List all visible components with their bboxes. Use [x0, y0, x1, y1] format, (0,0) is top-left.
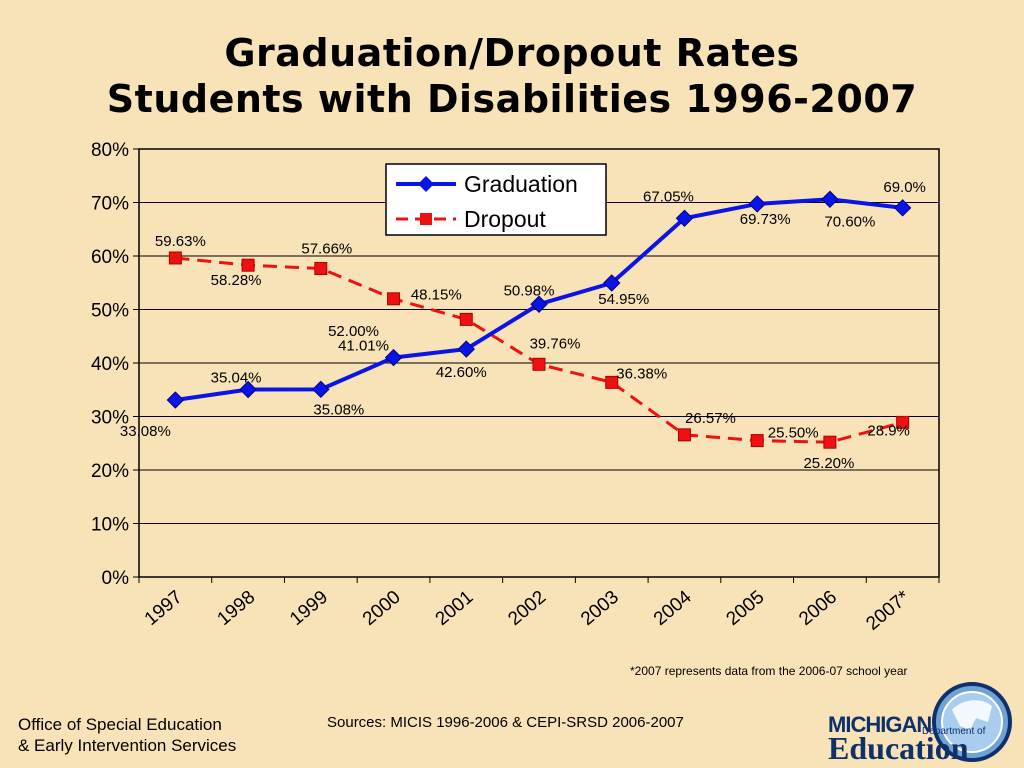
x-tick-label: 1997 [141, 587, 187, 630]
graduation-data-label: 42.60% [436, 364, 487, 381]
dropout-point [314, 262, 328, 276]
x-tick-label: 2006 [795, 587, 841, 630]
logo-michigan-text: MICHIGAN [828, 712, 932, 737]
x-tick-label: 1999 [286, 587, 332, 630]
dropout-point [387, 292, 401, 306]
legend-dropout-label: Dropout [464, 206, 546, 232]
office-line-2: & Early Intervention Services [18, 736, 237, 755]
y-tick-label: 80% [91, 140, 129, 161]
dropout-point [241, 258, 255, 272]
logo-department-text: Department of [922, 726, 986, 737]
y-tick-label: 50% [91, 301, 129, 322]
x-tick-label: 2005 [723, 587, 769, 630]
graduation-point [239, 380, 257, 399]
graduation-data-label: 35.08% [313, 401, 364, 418]
logo-emblem-icon [932, 682, 1012, 762]
dropout-point [532, 357, 546, 371]
y-tick-label: 60% [91, 247, 129, 268]
dropout-data-label: 36.38% [616, 365, 667, 382]
dropout-data-label: 26.57% [685, 410, 736, 427]
title-line-2: Students with Disabilities 1996-2007 [106, 77, 918, 121]
dropout-data-label: 59.63% [155, 233, 206, 250]
graduation-data-label: 33.08% [120, 423, 171, 440]
x-tick-label: 2004 [650, 586, 696, 630]
logo-education-text: Education [828, 730, 969, 766]
title-line-1: Graduation/Dropout Rates [224, 31, 800, 75]
graduation-point [457, 340, 475, 358]
graduation-point [312, 380, 330, 399]
dropout-data-label: 28.9% [867, 422, 910, 439]
graduation-point [603, 274, 621, 292]
x-tick-label: 2002 [504, 587, 550, 630]
legend-graduation-label: Graduation [464, 171, 578, 197]
y-tick-label: 0% [102, 568, 130, 589]
graduation-point [675, 209, 694, 227]
graduation-data-label: 67.05% [643, 188, 694, 205]
dropout-point [677, 428, 691, 442]
dropout-point [168, 251, 182, 265]
dropout-point [605, 375, 619, 389]
footnote: *2007 represents data from the 2006-07 s… [630, 664, 908, 678]
x-tick-label: 2001 [432, 587, 478, 630]
y-tick-label: 40% [91, 354, 129, 375]
sources-note: Sources: MICIS 1996-2006 & CEPI-SRSD 200… [327, 714, 684, 731]
x-tick-label: 2000 [359, 587, 405, 630]
graduation-data-label: 54.95% [598, 291, 649, 308]
chart-title: Graduation/Dropout Rates Students with D… [0, 30, 1024, 122]
michigan-education-logo: MICHIGAN Department of Education [820, 682, 1016, 766]
dropout-data-label: 48.15% [411, 286, 462, 303]
dropout-data-label: 25.50% [768, 425, 819, 442]
graduation-point [530, 295, 548, 313]
office-name: Office of Special Education & Early Inte… [18, 714, 236, 756]
legend-graduation-marker [418, 176, 434, 192]
graduation-data-label: 70.60% [824, 213, 875, 230]
dropout-point [823, 435, 837, 449]
graduation-data-label: 69.73% [740, 211, 791, 228]
graduation-point [166, 391, 185, 409]
office-line-1: Office of Special Education [18, 715, 222, 734]
dropout-point [459, 312, 473, 326]
y-tick-label: 20% [91, 461, 129, 482]
dropout-point [896, 415, 910, 429]
x-tick-label: 2003 [577, 587, 623, 630]
graduation-data-label: 50.98% [504, 282, 555, 299]
graduation-point [748, 195, 766, 213]
x-tick-label: 2007* [862, 586, 914, 634]
dropout-data-label: 58.28% [211, 272, 262, 289]
y-tick-label: 10% [91, 515, 129, 536]
graduation-point [384, 348, 403, 367]
dropout-data-label: 39.76% [530, 335, 581, 352]
graduation-data-label: 69.0% [883, 179, 926, 196]
graduation-data-label: 35.04% [211, 370, 262, 387]
y-tick-label: 30% [91, 408, 129, 429]
dropout-data-label: 25.20% [803, 455, 854, 472]
dropout-data-label: 52.00% [328, 323, 379, 340]
dropout-data-label: 57.66% [301, 241, 352, 258]
dropout-point [750, 434, 764, 448]
graduation-point [893, 199, 912, 217]
x-tick-label: 1998 [213, 587, 259, 630]
legend-dropout-marker [420, 213, 432, 225]
y-tick-label: 70% [91, 194, 129, 215]
graduation-data-label: 41.01% [338, 338, 389, 355]
graduation-point [821, 190, 839, 208]
